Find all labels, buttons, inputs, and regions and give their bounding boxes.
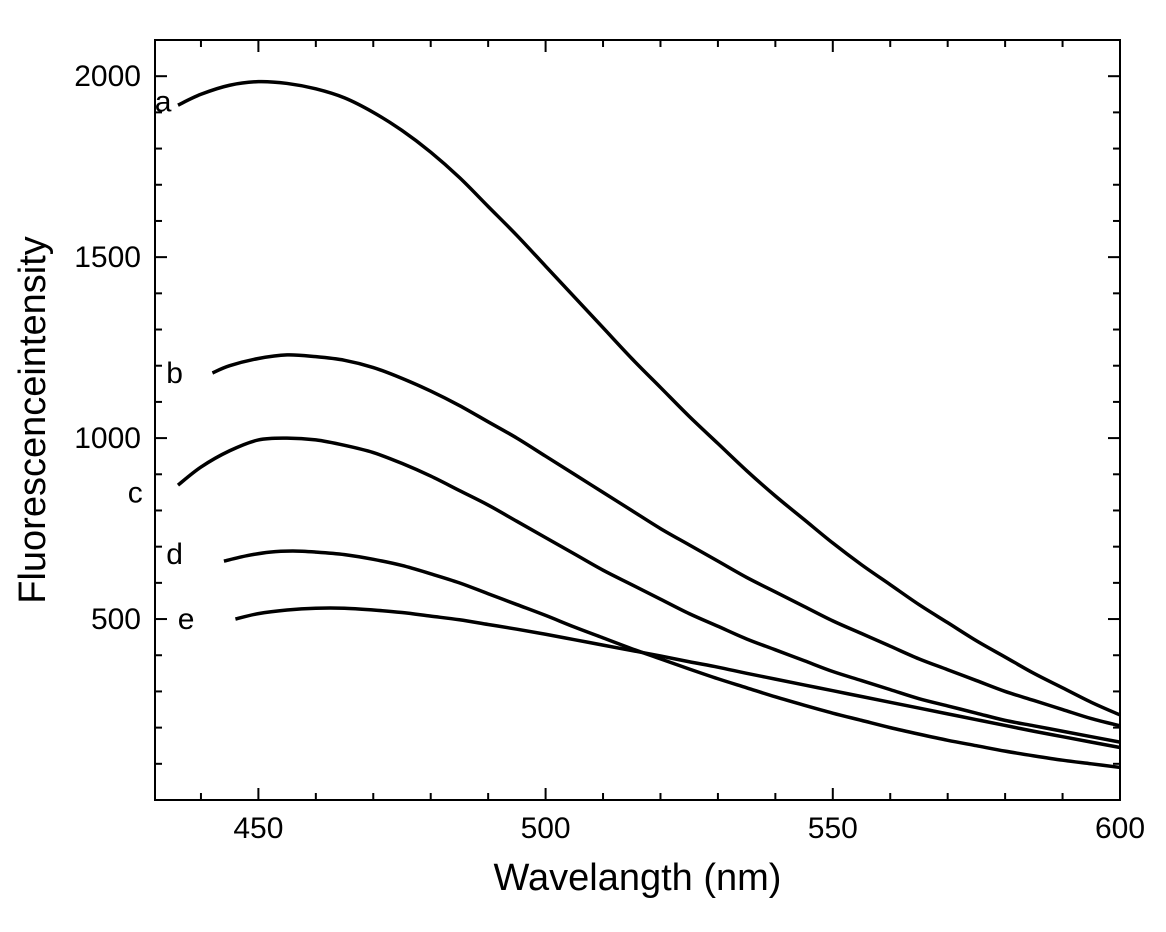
series-label-e: e	[178, 603, 195, 636]
y-tick-label: 2000	[74, 60, 141, 93]
chart-svg: 450 500 550 600 500 1000 1500 2000 Wavelangth (n…	[0, 0, 1166, 932]
plot-border	[155, 40, 1120, 800]
x-tick-label: 600	[1095, 812, 1145, 845]
series-label-d: d	[166, 538, 183, 571]
series-e	[235, 608, 1120, 748]
series-c	[178, 438, 1120, 742]
series-label-b: b	[166, 357, 183, 390]
fluorescence-chart: 450 500 550 600 500 1000 1500 2000 Wavelangth (n…	[0, 0, 1166, 932]
series-label-c: c	[128, 476, 143, 509]
series-b	[212, 355, 1120, 726]
x-tick-label: 450	[233, 812, 283, 845]
series-label-a: a	[155, 86, 172, 119]
x-tick-label: 550	[808, 812, 858, 845]
x-axis-label: Wavelangth (nm)	[494, 857, 782, 899]
series-a	[178, 82, 1120, 715]
y-tick-label: 1000	[74, 422, 141, 455]
y-tick-label: 500	[91, 603, 141, 636]
y-tick-label: 1500	[74, 241, 141, 274]
y-axis-label: Fluorescenceintensity	[12, 236, 54, 604]
x-tick-label: 500	[521, 812, 571, 845]
